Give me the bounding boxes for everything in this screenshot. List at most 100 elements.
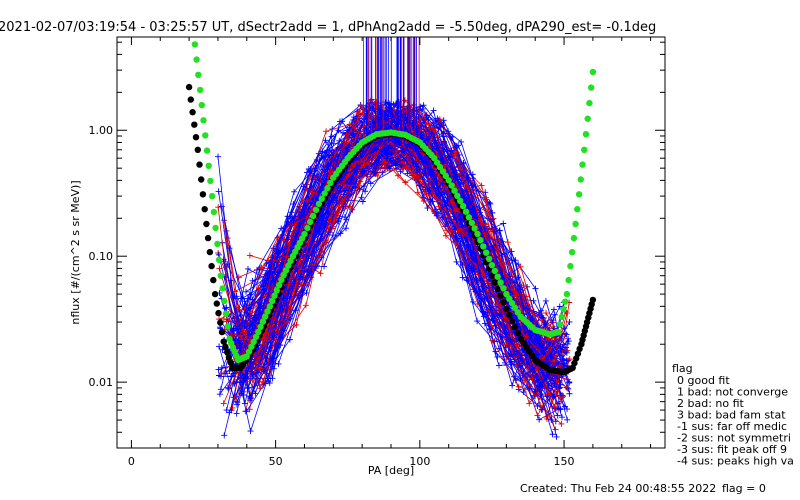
flux-point: [266, 259, 273, 266]
flux-point: [564, 384, 571, 391]
x-tick-label: 100: [409, 455, 430, 468]
fit-green-point: [454, 192, 461, 199]
fit-black-point: [208, 262, 215, 270]
flux-point: [447, 147, 454, 154]
flux-point: [244, 310, 251, 317]
flux-point: [228, 331, 235, 338]
flux-point: [554, 412, 561, 419]
legend-entry: -3 sus: fit peak off 9: [677, 443, 787, 456]
fit-green-point: [252, 333, 260, 341]
flux-point: [286, 336, 293, 343]
flux-point: [496, 362, 503, 369]
fit-green-point: [259, 318, 267, 325]
flux-point: [216, 343, 223, 350]
fit-green-point: [579, 161, 586, 168]
fit-green-point: [575, 191, 583, 198]
flux-point: [414, 189, 421, 196]
flux-point: [350, 114, 357, 121]
flux-point: [215, 188, 222, 195]
flux-point: [482, 194, 489, 201]
legend-entry: 2 bad: no fit: [677, 397, 745, 410]
flux-point: [357, 158, 364, 165]
fit-green-point: [264, 308, 271, 315]
flux-point: [536, 367, 543, 374]
flux-point: [316, 222, 323, 229]
flux-point: [469, 175, 476, 182]
y-tick-label: 0.10: [89, 250, 114, 263]
flux-point: [218, 371, 225, 378]
legend-entry: 1 bad: not converge: [677, 386, 788, 399]
flux-point: [216, 265, 223, 272]
flux-point: [451, 207, 458, 214]
flux-point: [494, 245, 501, 252]
flux-point: [291, 188, 298, 195]
flux-point: [445, 154, 452, 161]
flux-point: [258, 264, 265, 271]
y-axis-label: nflux [#/(cm^2 s sr MeV)]: [69, 180, 82, 324]
flux-point: [557, 406, 564, 413]
flux-point: [343, 131, 350, 138]
fit-green-point: [572, 220, 579, 228]
flux-point: [504, 239, 511, 246]
fit-green-point: [582, 131, 590, 138]
fit-green-point: [445, 177, 452, 184]
flux-point: [249, 376, 256, 383]
fit-green-point: [212, 224, 219, 232]
flux-point: [551, 380, 558, 387]
fit-green-point: [491, 267, 498, 275]
fit-green-point: [488, 261, 496, 269]
flux-point: [284, 319, 291, 326]
flag-annotation: flag = 0: [722, 482, 766, 495]
y-tick-label: 1.00: [89, 124, 114, 137]
fit-green-point: [556, 321, 564, 328]
fit-green-point: [471, 225, 478, 232]
fit-green-point: [195, 71, 202, 79]
fit-black-point: [191, 121, 198, 128]
flux-point: [258, 365, 265, 372]
flux-point: [442, 232, 449, 239]
flux-point: [411, 150, 418, 157]
fit-green-point: [462, 208, 470, 215]
flux-point: [490, 215, 497, 222]
flux-point: [309, 189, 316, 196]
fit-green-point: [567, 262, 574, 270]
flux-point: [264, 375, 271, 382]
flux-point: [534, 403, 541, 409]
flux-point: [551, 311, 558, 318]
flux-point: [551, 404, 558, 411]
flux-point: [235, 274, 242, 281]
flux-point: [222, 305, 229, 312]
flux-point: [470, 298, 477, 305]
flux-point: [327, 169, 334, 176]
fit-green-point: [565, 276, 572, 284]
flux-point: [556, 384, 563, 391]
flux-point: [553, 433, 560, 440]
flux-point: [246, 393, 253, 400]
fit-green-point: [497, 279, 504, 286]
fit-green-point: [273, 287, 280, 294]
flux-point: [245, 384, 252, 391]
axis-ticks: 0 50 100 150 0.01 0.10 1.00: [89, 37, 665, 468]
flux-point: [229, 404, 236, 411]
flux-point: [321, 263, 328, 270]
flux-point: [298, 266, 305, 273]
fit-green-point: [327, 179, 334, 187]
fit-green-point: [483, 249, 490, 256]
flux-point: [559, 344, 566, 351]
flux-point: [215, 204, 222, 211]
flux-point: [551, 335, 558, 342]
flux-point: [461, 242, 468, 249]
flux-point: [558, 414, 565, 421]
flux-point: [563, 310, 570, 317]
fit-green-point: [309, 212, 317, 220]
flux-point: [395, 172, 402, 179]
fit-green-point: [560, 306, 567, 313]
flux-point: [542, 297, 549, 304]
flux-point: [410, 159, 417, 166]
x-tick-label: 150: [554, 455, 575, 468]
flux-point: [540, 314, 547, 321]
flux-point: [453, 149, 460, 156]
flux-point: [352, 167, 359, 174]
fit-black-point: [196, 161, 203, 168]
flux-point: [478, 182, 485, 189]
